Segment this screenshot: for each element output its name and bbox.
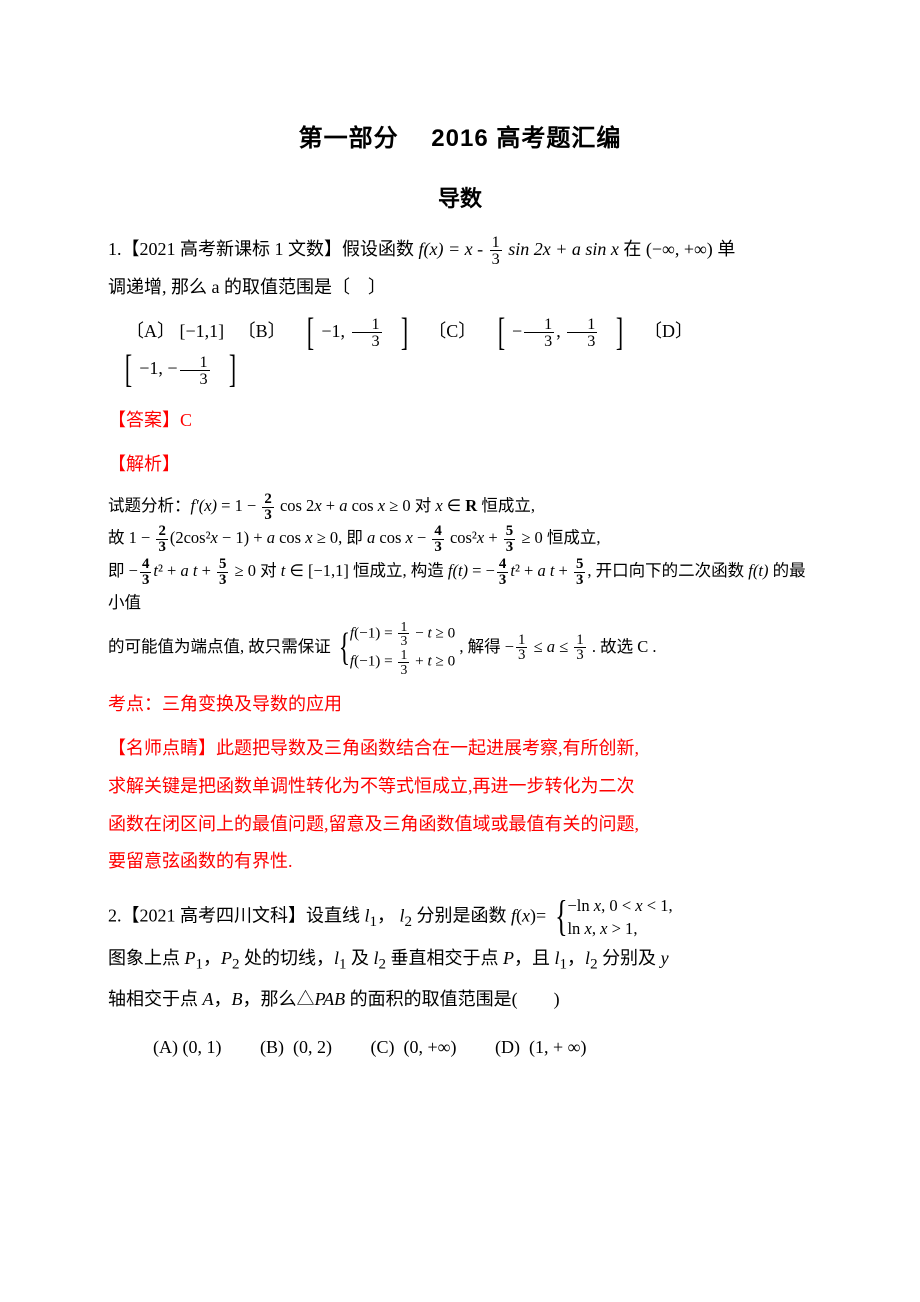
choice-c-val: [−13, 13] (481, 321, 635, 341)
dianqing-body-1: 此题把导数及三角函数结合在一起进展考察,有所创新, (216, 738, 639, 758)
q1-choices: 〔A〕 [−1,1] 〔B〕 [−1, 13] 〔C〕 [−13, 13] 〔D… (108, 313, 812, 389)
q2-sep1: ， (377, 906, 395, 926)
dianqing-label: 【名师点睛】 (108, 738, 216, 758)
q2-mid1: 分别是函数 (417, 906, 512, 926)
q1-line2: 调递增, 那么 a 的取值范围是〔 〕 (108, 269, 812, 307)
brace-icon: { (555, 900, 567, 935)
q1-mid: 在 (623, 239, 646, 259)
page: 第一部分 2016 高考题汇编 导数 1.【2021 高考新课标 1 文数】假设… (0, 0, 920, 1302)
q2-choice-d: (D) (1, + ∞) (495, 1029, 586, 1065)
title-sub: 导数 (108, 181, 812, 213)
q2-prefix: 2.【2021 高考四川文科】设直线 (108, 906, 365, 926)
q2-choice-c: (C) (0, +∞) (371, 1029, 457, 1065)
q2-line2b: 轴相交于点 A，B，那么△PAB 的面积的取值范围是( ) (108, 981, 812, 1019)
choice-c-label: 〔C〕 (428, 321, 476, 341)
choice-a-val: [−1,1] (180, 321, 225, 341)
answer-label: 【答案】 (108, 410, 180, 430)
q2-choices: (A) (0, 1) (B) (0, 2) (C) (0, +∞) (D) (1… (108, 1029, 812, 1065)
case-row-1: −ln x, 0 < x < 1, (567, 895, 672, 917)
q2-line2a: 图象上点 P1，P2 处的切线，l1 及 l2 垂直相交于点 P，且 l1，l2… (108, 940, 812, 981)
q1-line1: 1.【2021 高考新课标 1 文数】假设函数 f(x) = x - 13 si… (108, 231, 812, 269)
q1-formula: f(x) = x - 13 sin 2x + a sin x (419, 239, 624, 259)
choice-a-label: 〔A〕 (126, 321, 175, 341)
q1-suffix1: 单 (717, 239, 735, 259)
q2-cases: −ln x, 0 < x < 1, ln x, x > 1, (567, 895, 672, 940)
choice-d-label: 〔D〕 (644, 321, 693, 341)
q1-prefix: 1.【2021 高考新课标 1 文数】假设函数 (108, 239, 419, 259)
q1-kaodian: 考点：三角变换及导数的应用 (108, 686, 812, 724)
q1-dianqing-4: 要留意弦函数的有界性. (108, 843, 812, 881)
q1-interval: (−∞, +∞) (646, 239, 713, 259)
title-main: 第一部分 2016 高考题汇编 (108, 118, 812, 153)
case-row-2: ln x, x > 1, (567, 918, 672, 940)
q1-answer: 【答案】C (108, 402, 812, 440)
answer-value: C (180, 410, 192, 430)
q1-dianqing-2: 求解关键是把函数单调性转化为不等式恒成立,再进一步转化为二次 (108, 768, 812, 806)
q1-analysis-label: 【解析】 (108, 446, 812, 484)
choice-b-label: 〔B〕 (238, 321, 286, 341)
q1-dianqing-1: 【名师点睛】此题把导数及三角函数结合在一起进展考察,有所创新, (108, 730, 812, 768)
q2-choice-a: (A) (0, 1) (153, 1029, 222, 1065)
q1-analysis-block: 试题分析：f′(x) = 1 − 23 cos 2x + a cos x ≥ 0… (108, 490, 812, 676)
q2-line1: 2.【2021 高考四川文科】设直线 l1， l2 分别是函数 f(x)= { … (108, 895, 812, 940)
choice-d-val: [−1, −13] (108, 358, 243, 378)
choice-b-val: [−1, 13] (290, 321, 419, 341)
q2-choice-b: (B) (0, 2) (260, 1029, 332, 1065)
q1-dianqing-3: 函数在闭区间上的最值问题,留意及三角函数值域或最值有关的问题, (108, 806, 812, 844)
